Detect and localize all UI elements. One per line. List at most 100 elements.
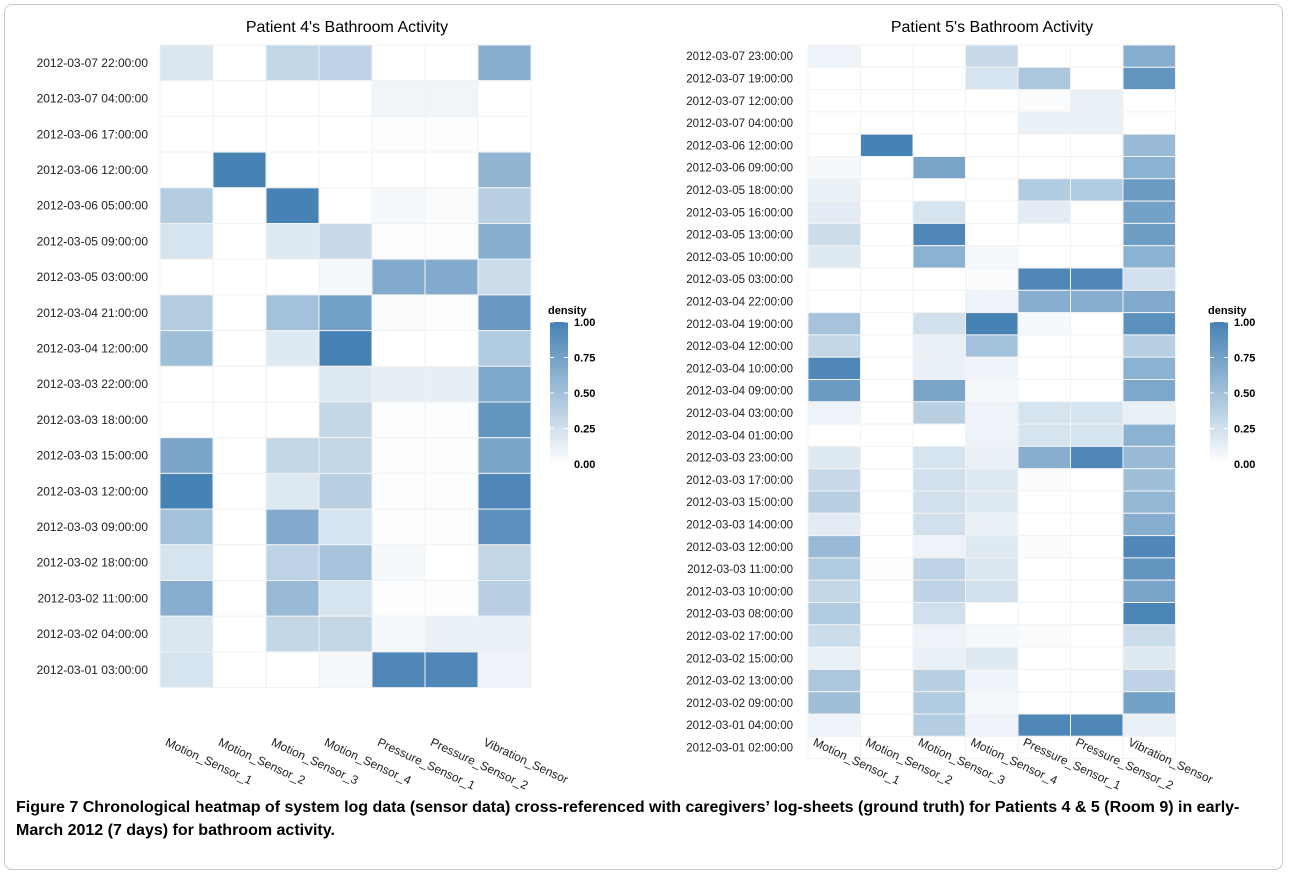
p4-legend-colorbar [550, 322, 568, 464]
heatmap-cell [860, 379, 914, 403]
heatmap-cell [807, 356, 861, 381]
heatmap-cell [1017, 245, 1071, 269]
heatmap-cell [1017, 445, 1071, 470]
legend-tick-label: 0.75 [1234, 353, 1255, 365]
heatmap-cell [912, 200, 966, 224]
y-tick-label: 2012-03-02 18:00:00 [37, 556, 149, 570]
heatmap-cell [912, 646, 966, 670]
y-tick-label: 2012-03-05 09:00:00 [37, 234, 149, 248]
heatmap-cell [265, 187, 320, 225]
heatmap-cell [1122, 713, 1176, 737]
heatmap-cell [424, 258, 479, 296]
y-tick-label: 2012-03-03 14:00:00 [686, 519, 793, 531]
heatmap-cell [1017, 312, 1071, 336]
heatmap-cell [371, 472, 426, 510]
y-tick-label: 2012-03-06 12:00:00 [37, 163, 149, 177]
heatmap-cell [807, 111, 861, 135]
heatmap-cell [807, 44, 861, 68]
heatmap-cell [860, 356, 914, 381]
y-tick-label: 2012-03-01 02:00:00 [686, 742, 793, 754]
y-tick-label: 2012-03-06 09:00:00 [686, 163, 793, 175]
y-tick-label: 2012-03-01 03:00:00 [37, 663, 149, 677]
heatmap-cell [371, 544, 426, 581]
heatmap-cell [965, 579, 1019, 604]
heatmap-cell [860, 557, 914, 581]
heatmap-cell [860, 111, 914, 135]
heatmap-cell [1017, 512, 1071, 537]
heatmap-cell [965, 156, 1019, 180]
heatmap-cell [1017, 200, 1071, 224]
heatmap-cell [1122, 668, 1176, 693]
heatmap-cell [1017, 490, 1071, 514]
heatmap-cell [212, 544, 267, 581]
y-tick-label: 2012-03-02 17:00:00 [686, 631, 793, 643]
heatmap-cell [965, 222, 1019, 247]
heatmap-cell [1070, 602, 1124, 626]
heatmap-cell [912, 222, 966, 247]
heatmap-cell [212, 330, 267, 367]
heatmap-cell [860, 512, 914, 537]
y-tick-label: 2012-03-04 12:00:00 [37, 341, 149, 355]
heatmap-cell [424, 80, 479, 117]
heatmap-cell [1122, 66, 1176, 91]
heatmap-cell [912, 156, 966, 180]
heatmap-cell [371, 365, 426, 403]
heatmap-cell [912, 44, 966, 68]
heatmap-cell [1070, 691, 1124, 715]
heatmap-cell [1070, 713, 1124, 737]
heatmap-cell [1070, 267, 1124, 291]
heatmap-cell [159, 651, 214, 689]
heatmap-cell [1070, 401, 1124, 425]
heatmap-cell [1070, 133, 1124, 157]
heatmap-cell [1122, 133, 1176, 157]
heatmap-cell [1017, 535, 1071, 559]
heatmap-cell [424, 294, 479, 332]
heatmap-cell [912, 512, 966, 537]
heatmap-cell [912, 624, 966, 648]
heatmap-cell [860, 156, 914, 180]
legend-tick-label: 0.50 [574, 388, 595, 400]
heatmap-cell [860, 691, 914, 715]
heatmap-cell [318, 151, 373, 189]
heatmap-cell [807, 334, 861, 358]
heatmap-cell [477, 615, 532, 653]
y-tick-label: 2012-03-02 09:00:00 [686, 698, 793, 710]
heatmap-cell [159, 44, 214, 82]
heatmap-cell [807, 713, 861, 737]
heatmap-cell [807, 89, 861, 113]
heatmap-cell [1017, 89, 1071, 113]
heatmap-cell [265, 44, 320, 82]
heatmap-cell [265, 472, 320, 510]
heatmap-cell [860, 200, 914, 224]
heatmap-cell [318, 330, 373, 367]
heatmap-cell [912, 89, 966, 113]
heatmap-cell [1122, 646, 1176, 670]
heatmap-cell [1017, 423, 1071, 447]
legend-tick-label: 1.00 [574, 317, 595, 329]
heatmap-cell [912, 289, 966, 314]
heatmap-cell [860, 713, 914, 737]
heatmap-cell [159, 187, 214, 225]
heatmap-cell [265, 651, 320, 689]
y-tick-label: 2012-03-05 03:00:00 [686, 274, 793, 286]
heatmap-cell [1122, 691, 1176, 715]
heatmap-cell [212, 508, 267, 546]
heatmap-cell [807, 423, 861, 447]
heatmap-cell [1070, 111, 1124, 135]
heatmap-cell [860, 646, 914, 670]
heatmap-cell [1070, 423, 1124, 447]
heatmap-cell [1017, 602, 1071, 626]
heatmap-cell [912, 111, 966, 135]
heatmap-cell [371, 294, 426, 332]
heatmap-cell [1017, 178, 1071, 202]
heatmap-cell [860, 66, 914, 91]
heatmap-cell [1070, 668, 1124, 693]
heatmap-cell [965, 468, 1019, 492]
heatmap-cell [912, 66, 966, 91]
heatmap-cell [1122, 334, 1176, 358]
heatmap-cell [1070, 200, 1124, 224]
heatmap-cell [265, 294, 320, 332]
heatmap-cell [1122, 178, 1176, 202]
heatmap-cell [1122, 89, 1176, 113]
